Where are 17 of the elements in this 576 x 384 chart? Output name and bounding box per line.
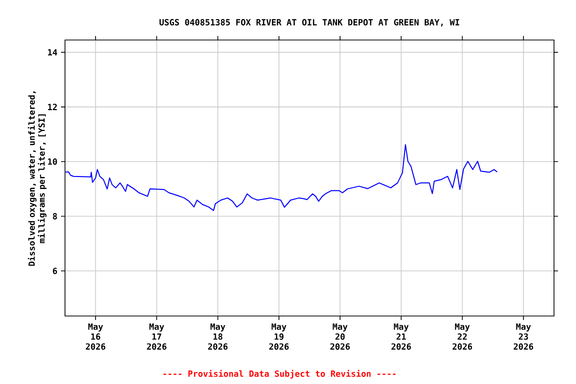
chart-title: USGS 040851385 FOX RIVER AT OIL TANK DEPOT AT GREEN BAY, WI bbox=[160, 19, 460, 26]
text: ---- Provisional Data Subject to Revision ---- bbox=[163, 370, 396, 378]
x-tick-label: May 16 2026 bbox=[86, 324, 106, 350]
x-tick-label: May 23 2026 bbox=[514, 324, 534, 350]
x-tick-label: May 20 2026 bbox=[330, 324, 350, 350]
x-tick-label: May 18 2026 bbox=[208, 324, 228, 350]
x-tick-label: May 19 2026 bbox=[269, 324, 289, 350]
x-tick-label: May 21 2026 bbox=[391, 324, 411, 350]
y-axis-title: Dissolved oxygen, water, unfiltered, milligrams per liter, [YSI] bbox=[28, 92, 46, 266]
y-tick-label: 12 bbox=[48, 104, 57, 110]
y-tick-label: 10 bbox=[48, 158, 57, 165]
line-series bbox=[65, 144, 498, 212]
y-tick-label: 6 bbox=[52, 268, 58, 274]
x-tick-label: May 22 2026 bbox=[452, 324, 472, 350]
x-tick-label: May 17 2026 bbox=[146, 324, 166, 350]
y-tick-label: 14 bbox=[48, 49, 58, 56]
y-tick-label: 8 bbox=[52, 213, 57, 220]
